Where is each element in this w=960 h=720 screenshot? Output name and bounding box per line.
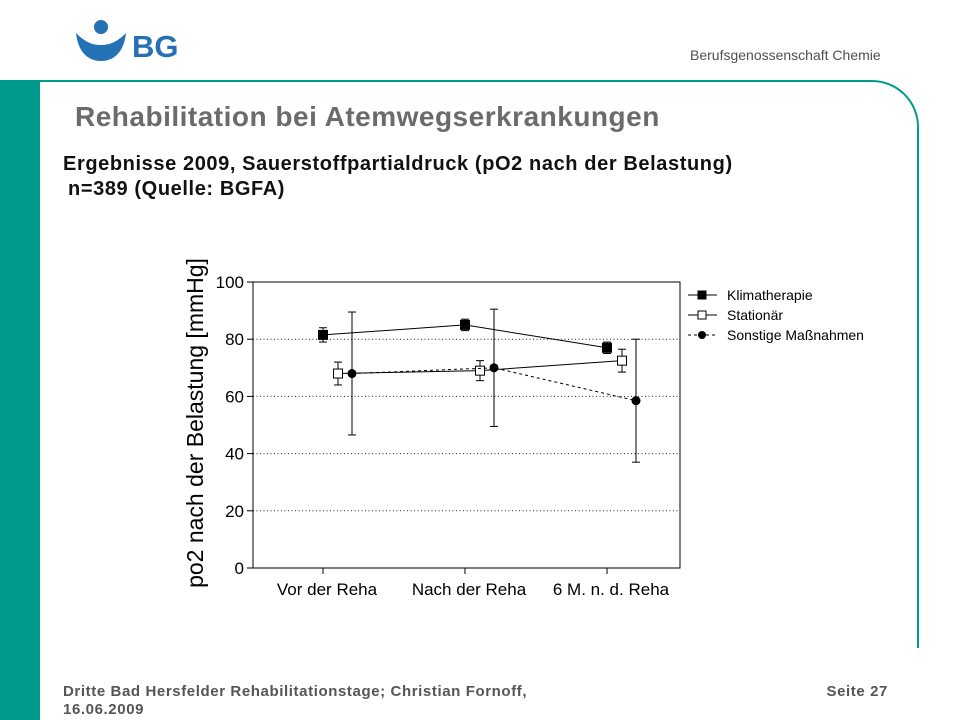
y-axis-title: po2 nach der Belastung [mmHg]	[182, 258, 208, 588]
data-point-marker	[631, 396, 641, 406]
series-stationar	[333, 348, 627, 386]
legend-marker-icon	[698, 331, 706, 339]
data-point-marker	[602, 342, 612, 353]
y-tick-label: 60	[225, 387, 244, 406]
footer-event-line: Dritte Bad Hersfelder Rehabilitationstag…	[63, 683, 528, 700]
y-tick-label: 0	[235, 559, 244, 578]
y-axis: 0 20 40 60 80 100	[216, 273, 253, 578]
y-tick-label: 80	[225, 330, 244, 349]
legend-item-klimatherapie: Klimatherapie	[688, 287, 813, 303]
subtitle-line-2: n=389 (Quelle: BGFA)	[68, 178, 286, 200]
legend-label: Sonstige Maßnahmen	[727, 327, 864, 343]
subtitle-line-1: Ergebnisse 2009, Sauerstoffpartialdruck …	[63, 153, 733, 175]
data-point-marker	[617, 355, 627, 366]
page-number: Seite 27	[826, 683, 888, 700]
x-category-label: 6 M. n. d. Reha	[553, 580, 670, 599]
line-chart: 0 20 40 60 80 100 po2 nach der Belastung [mmHg…	[182, 258, 864, 599]
y-tick-label: 100	[216, 273, 244, 292]
plot-area	[252, 281, 681, 569]
x-axis: Vor der Reha Nach der Reha 6 M. n. d. Reha	[277, 568, 670, 599]
legend-label: Stationär	[727, 307, 783, 323]
logo-head-icon	[94, 20, 108, 34]
data-point-marker	[475, 365, 485, 376]
organization-name: Berufsgenossenschaft Chemie	[690, 47, 881, 63]
slide-subtitle: Ergebnisse 2009, Sauerstoffpartialdruck …	[63, 152, 733, 202]
legend-item-stationar: Stationär	[688, 307, 783, 323]
footer-date: 16.06.2009	[63, 701, 145, 718]
chart-gridlines	[253, 338, 680, 512]
y-tick-label: 40	[225, 445, 244, 464]
legend-marker-icon	[697, 310, 707, 320]
data-point-marker	[333, 368, 343, 379]
series-klimatherapie	[318, 318, 612, 354]
slide-title: Rehabilitation bei Atemwegserkrankungen	[75, 101, 660, 132]
slide-frame-line	[40, 80, 919, 648]
legend-marker-icon	[697, 290, 707, 300]
chart-legend: Klimatherapie Stationär Sonstige Maßnahmen	[688, 287, 864, 343]
legend-item-sonstige-massnahmen: Sonstige Maßnahmen	[688, 327, 864, 343]
y-tick-label: 20	[225, 502, 244, 521]
x-category-label: Nach der Reha	[412, 580, 527, 599]
legend-label: Klimatherapie	[727, 287, 813, 303]
bg-logo: BG	[76, 20, 179, 64]
series-sonstige-massnahmen	[347, 308, 641, 463]
x-category-label: Vor der Reha	[277, 580, 378, 599]
data-point-marker	[489, 363, 499, 373]
data-point-marker	[347, 369, 357, 379]
data-point-marker	[318, 329, 328, 340]
logo-figure-icon	[76, 33, 126, 61]
left-accent-bar	[0, 80, 40, 720]
logo-text: BG	[132, 29, 179, 64]
footer-event-info: Dritte Bad Hersfelder Rehabilitationstag…	[63, 683, 527, 719]
data-point-marker	[460, 319, 470, 330]
